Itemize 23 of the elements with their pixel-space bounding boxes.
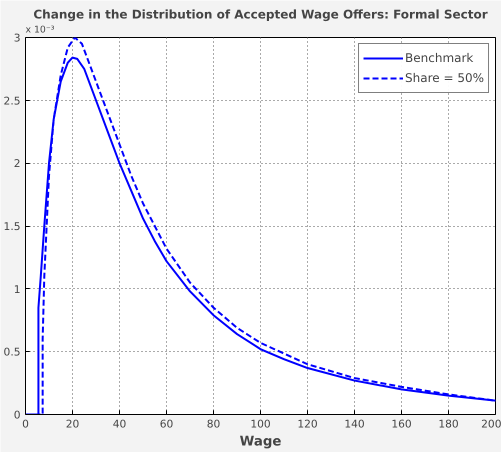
x-axis-title: Wage — [240, 434, 282, 450]
y-tick-label: 3 — [14, 32, 20, 44]
y-tick-label: 1 — [14, 282, 20, 296]
chart-title: Change in the Distribution of Accepted Wage Offers: Formal Sector — [33, 8, 488, 22]
x-tick-label: 100 — [250, 418, 271, 430]
text: x 10⁻³ — [26, 24, 55, 36]
x-tick-label: 60 — [160, 418, 174, 430]
x-tick-label: 140 — [344, 418, 365, 430]
y-tick-label: 2 — [14, 157, 20, 170]
y-tick-label: 0 — [14, 408, 21, 422]
x-tick-label: 80 — [206, 418, 220, 430]
y-tick-label: 1.5 — [4, 220, 21, 233]
legend-label: Share = 50% — [405, 71, 484, 85]
y-tick-label: 2.5 — [4, 94, 21, 108]
x-tick-label: 160 — [391, 418, 412, 430]
x-tick-label: 40 — [112, 418, 126, 430]
x-tick-label: 200 — [481, 418, 501, 430]
legend-label: Benchmark — [405, 51, 474, 65]
x-tick-label: 120 — [297, 418, 318, 430]
x-tick-label: 0 — [22, 418, 30, 430]
y-tick-label: 0.5 — [4, 346, 21, 359]
x-tick-label: 20 — [66, 418, 80, 430]
x-tick-label: 180 — [438, 418, 459, 430]
